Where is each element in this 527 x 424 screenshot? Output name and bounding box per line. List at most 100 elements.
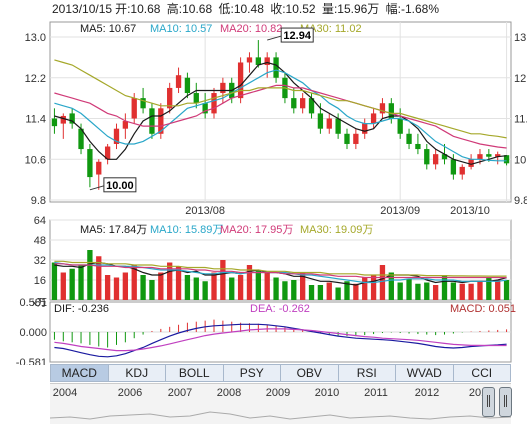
- price-ma-line: [54, 59, 507, 139]
- price-panel: [49, 21, 512, 203]
- volume-bar: [78, 265, 84, 300]
- volume-bar: [211, 272, 217, 300]
- price-tick-right: 11.4: [514, 114, 527, 126]
- volume-tick: 64: [34, 215, 46, 227]
- price-ma-line: [54, 69, 507, 162]
- candle-body: [441, 154, 448, 160]
- candle-body: [131, 98, 137, 119]
- macd-legend-entry: DEA: -0.262: [250, 303, 310, 315]
- year-label: 2010: [314, 387, 340, 399]
- volume-bar: [246, 265, 253, 300]
- volume-bar: [202, 281, 208, 300]
- volume-bar: [193, 277, 199, 300]
- volume-bar: [362, 277, 368, 300]
- candle-body: [406, 133, 412, 144]
- volume-bar: [406, 278, 412, 300]
- timeline-navigator[interactable]: 2004 2006 2007 2008 2009 2010 2011 2012 …: [50, 383, 511, 424]
- macd-legend-entry: DIF: -0.236: [54, 303, 109, 315]
- candle-body: [104, 146, 111, 160]
- quote-open: 开:10.68: [115, 2, 161, 16]
- volume-legend-entry: MA5: 17.84万: [80, 224, 147, 236]
- tab-cci[interactable]: CCI: [453, 364, 511, 382]
- candle-body: [370, 113, 377, 124]
- macd-dif-line: [54, 323, 507, 358]
- tab-obv[interactable]: OBV: [281, 364, 339, 382]
- candle-body: [300, 98, 306, 109]
- date-tick-label: 2013/08: [185, 205, 225, 217]
- candle-body: [202, 103, 208, 114]
- volume-bar: [468, 283, 474, 300]
- candle-body: [397, 118, 403, 134]
- volume-bar: [450, 282, 457, 300]
- price-legend-entry: MA20: 10.82: [220, 23, 282, 35]
- tab-wvad[interactable]: WVAD: [396, 364, 454, 382]
- candle-body: [149, 108, 155, 134]
- volume-bar: [379, 265, 386, 300]
- tab-macd[interactable]: MACD: [50, 364, 109, 382]
- volume-tick: 32: [34, 255, 46, 267]
- volume-bar: [344, 281, 350, 300]
- price-tick-right: 12.2: [514, 73, 527, 85]
- timeline-left-handle[interactable]: [482, 387, 495, 417]
- candle-body: [326, 118, 332, 129]
- volume-bar: [104, 275, 111, 300]
- year-label: 2007: [167, 387, 193, 399]
- price-tick-right: 10.6: [514, 154, 527, 166]
- volume-bar: [220, 260, 226, 300]
- candle-body: [432, 154, 439, 165]
- tab-rsi[interactable]: RSI: [338, 364, 396, 382]
- volume-bar: [122, 272, 129, 300]
- candle-body: [495, 154, 501, 157]
- macd-tick: -0.581: [16, 357, 47, 365]
- volume-ma-line: [54, 263, 507, 279]
- volume-unit-label: x万: [32, 298, 47, 309]
- price-tick-left: 11.4: [25, 114, 46, 126]
- quote-low: 低:10.48: [218, 2, 264, 16]
- tab-boll[interactable]: BOLL: [166, 364, 224, 382]
- timeline-years: 2004 2006 2007 2008 2009 2010 2011 2012 …: [50, 387, 511, 399]
- year-label: 2004: [52, 387, 78, 399]
- price-tick-left: 9.8: [31, 195, 46, 207]
- year-label: 2011: [364, 387, 388, 399]
- candle-body: [503, 155, 510, 164]
- quote-close: 收:10.52: [270, 2, 316, 16]
- volume-ma-line: [54, 260, 507, 277]
- timeline-right-handle[interactable]: [499, 387, 512, 417]
- price-annotation-box: [280, 27, 314, 43]
- tab-psy[interactable]: PSY: [223, 364, 281, 382]
- candle-body: [317, 113, 324, 129]
- volume-bar: [69, 268, 75, 300]
- price-annotation-leader: [89, 185, 105, 191]
- volume-tick: 48: [34, 235, 46, 247]
- volume-bar: [237, 275, 244, 300]
- candle-body: [140, 98, 146, 109]
- macd-tick: 0.000: [19, 327, 47, 339]
- candle-body: [69, 113, 75, 124]
- volume-bar: [503, 280, 510, 300]
- candle-body: [255, 57, 261, 66]
- candle-body: [122, 121, 129, 129]
- candle-body: [87, 149, 93, 178]
- price-annotation-box: [103, 177, 137, 193]
- candle-body: [184, 77, 191, 94]
- volume-bar: [370, 275, 377, 300]
- volume-bar: [397, 282, 403, 300]
- price-annotation-leader: [267, 35, 282, 41]
- price-annotation-label: 12.94: [283, 30, 311, 42]
- candle-body: [175, 75, 182, 88]
- volume-bar: [317, 285, 324, 300]
- candle-body: [78, 128, 84, 150]
- volume-bar: [300, 272, 306, 300]
- volume-legend-entry: MA20: 17.95万: [220, 224, 293, 236]
- volume-bar: [229, 277, 235, 300]
- macd-legend-entry: MACD: 0.051: [450, 303, 516, 315]
- timeline-sparkline: [50, 411, 511, 420]
- price-annotation-label: 10.00: [106, 180, 134, 192]
- price-ma-line: [54, 84, 507, 149]
- volume-bar: [495, 280, 501, 300]
- year-label: 2008: [216, 387, 242, 399]
- candle-body: [486, 154, 492, 157]
- volume-bar: [326, 282, 332, 300]
- tab-kdj[interactable]: KDJ: [108, 364, 166, 382]
- macd-tick: 0.581: [19, 297, 47, 309]
